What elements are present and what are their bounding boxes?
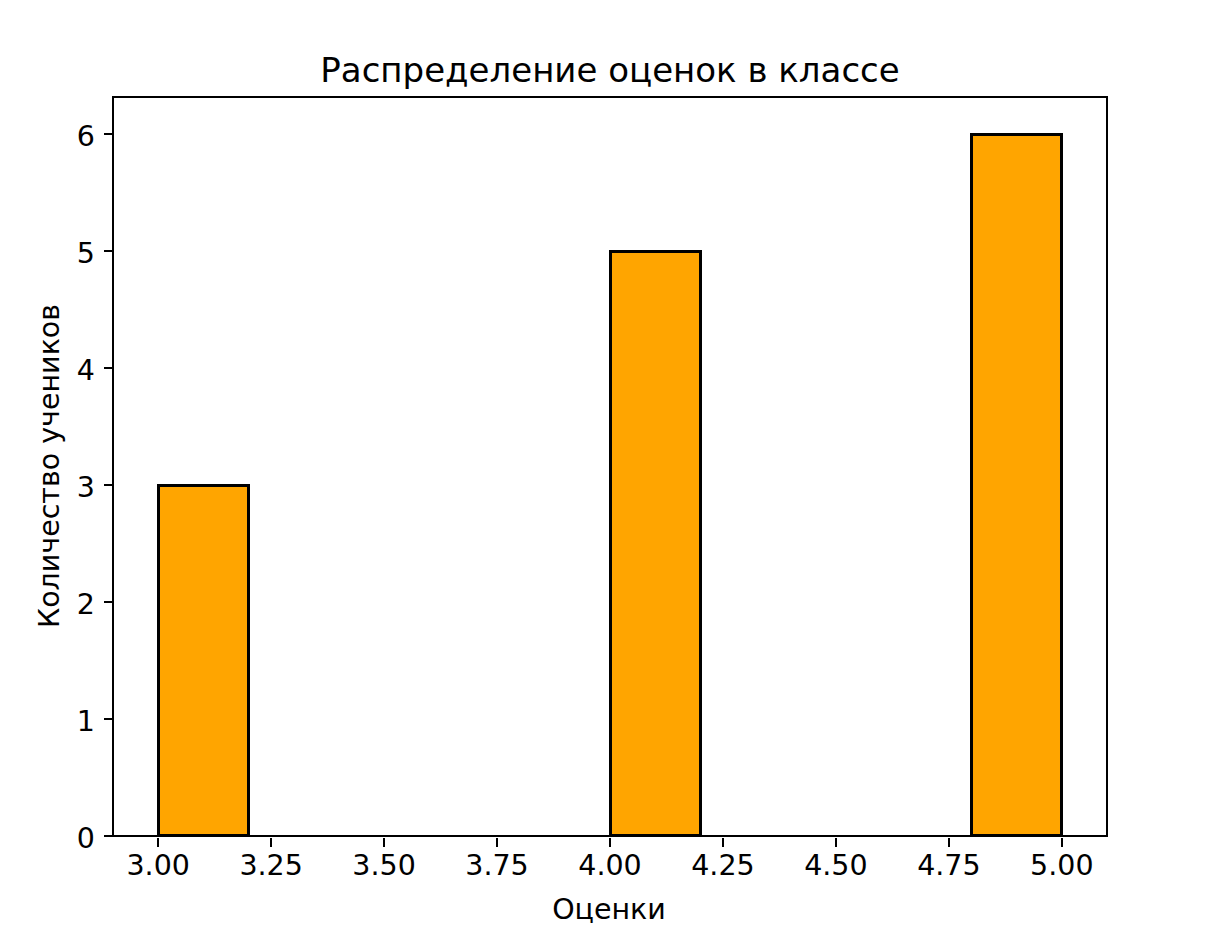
x-tick-mark: [496, 838, 498, 847]
x-tick-mark: [157, 838, 159, 847]
x-tick-label: 3.75: [465, 852, 528, 881]
x-tick-label: 4.00: [578, 852, 641, 881]
x-tick-mark: [948, 838, 950, 847]
y-tick-label: 3: [0, 474, 95, 503]
x-axis-label: Оценки: [552, 896, 666, 925]
y-tick-mark: [104, 133, 113, 135]
y-tick-label: 6: [0, 123, 95, 152]
y-tick-mark: [104, 601, 113, 603]
x-tick-label: 4.25: [691, 852, 754, 881]
bar: [970, 133, 1063, 838]
y-tick-label: 1: [0, 708, 95, 737]
bar: [609, 250, 702, 838]
x-tick-mark: [383, 838, 385, 847]
y-tick-label: 0: [0, 825, 95, 854]
y-tick-label: 4: [0, 357, 95, 386]
y-tick-mark: [104, 367, 113, 369]
y-axis-label: Количество учеников: [36, 304, 65, 628]
figure: Распределение оценок в классе Количество…: [0, 0, 1208, 928]
chart-title: Распределение оценок в классе: [320, 53, 899, 87]
x-tick-mark: [722, 838, 724, 847]
x-tick-label: 5.00: [1030, 852, 1093, 881]
x-tick-label: 4.75: [917, 852, 980, 881]
y-tick-mark: [104, 250, 113, 252]
y-tick-label: 2: [0, 591, 95, 620]
y-tick-mark: [104, 484, 113, 486]
x-tick-mark: [609, 838, 611, 847]
x-tick-label: 4.50: [804, 852, 867, 881]
x-tick-mark: [835, 838, 837, 847]
x-tick-label: 3.25: [239, 852, 302, 881]
x-tick-label: 3.00: [126, 852, 189, 881]
x-tick-label: 3.50: [352, 852, 415, 881]
y-tick-mark: [104, 835, 113, 837]
x-tick-mark: [1061, 838, 1063, 847]
x-tick-mark: [270, 838, 272, 847]
bar: [157, 484, 250, 838]
y-tick-label: 5: [0, 240, 95, 269]
y-tick-mark: [104, 718, 113, 720]
